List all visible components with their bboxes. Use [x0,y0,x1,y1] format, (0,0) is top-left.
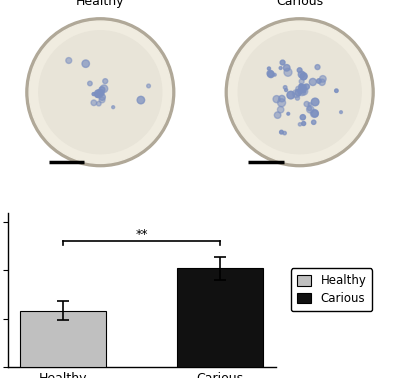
Circle shape [308,103,311,106]
Circle shape [308,107,312,111]
Legend: Healthy, Carious: Healthy, Carious [291,268,372,311]
Circle shape [96,101,101,106]
Circle shape [298,123,302,126]
Circle shape [39,31,162,154]
Text: Carious: Carious [276,0,323,8]
Circle shape [319,79,325,85]
Bar [177,268,264,367]
Circle shape [312,120,316,124]
Circle shape [225,18,374,167]
Circle shape [97,90,104,96]
Circle shape [280,130,283,134]
Circle shape [297,68,302,73]
Circle shape [315,65,320,70]
Circle shape [299,84,302,87]
Circle shape [283,132,286,135]
Circle shape [278,99,286,107]
Circle shape [298,88,306,96]
Circle shape [320,76,326,82]
Circle shape [279,95,285,102]
Circle shape [101,92,104,94]
Circle shape [298,85,306,93]
Circle shape [287,112,290,115]
Circle shape [300,73,307,80]
Circle shape [88,81,92,86]
Circle shape [310,110,318,118]
Circle shape [279,67,282,70]
Circle shape [304,101,309,107]
Circle shape [340,111,342,113]
Circle shape [299,79,304,84]
Circle shape [295,90,301,96]
Circle shape [311,110,318,117]
Circle shape [300,115,306,120]
Circle shape [298,71,305,78]
Circle shape [99,94,105,100]
Circle shape [228,21,371,163]
Circle shape [335,89,338,93]
Circle shape [309,78,316,85]
Circle shape [274,112,281,118]
Circle shape [29,21,172,163]
Circle shape [95,93,100,97]
Circle shape [267,70,274,77]
Circle shape [304,84,310,89]
Circle shape [94,90,102,98]
Circle shape [99,87,105,93]
Text: **: ** [136,228,148,240]
Circle shape [278,107,284,113]
Circle shape [285,88,288,91]
Circle shape [103,79,108,84]
Circle shape [26,18,175,167]
Circle shape [273,96,280,103]
Circle shape [299,84,304,88]
Circle shape [99,97,105,103]
Circle shape [300,87,308,95]
Circle shape [292,90,300,98]
Circle shape [311,98,319,106]
Circle shape [296,86,301,91]
Circle shape [283,85,287,89]
Bar [20,311,106,367]
Circle shape [137,96,145,104]
Circle shape [280,60,285,65]
Circle shape [299,91,302,94]
Circle shape [274,73,276,76]
Circle shape [100,85,108,93]
Circle shape [92,93,95,96]
Circle shape [238,31,361,154]
Circle shape [268,71,274,77]
Circle shape [284,65,290,71]
Circle shape [303,84,306,87]
Circle shape [295,96,300,100]
Circle shape [302,89,306,93]
Circle shape [91,100,97,105]
Circle shape [306,106,314,113]
Circle shape [300,73,307,80]
Circle shape [317,79,321,83]
Circle shape [268,67,270,70]
Circle shape [287,91,294,99]
Circle shape [82,60,90,67]
Circle shape [147,84,150,88]
Circle shape [112,106,115,108]
Circle shape [284,68,292,76]
Circle shape [302,121,306,125]
Circle shape [66,57,72,64]
Text: Healthy: Healthy [76,0,124,8]
